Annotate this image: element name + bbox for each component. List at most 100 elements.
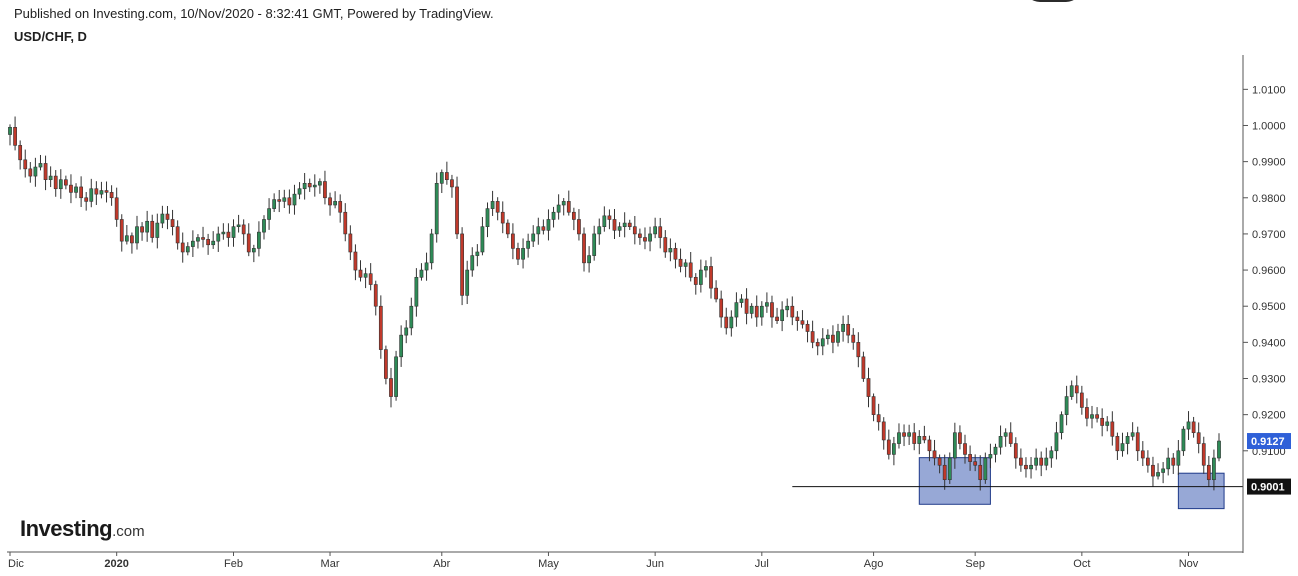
candle [739,294,744,308]
candle [74,183,78,199]
candle [480,217,485,256]
candle [1064,385,1069,426]
candle [444,161,449,185]
candle [8,124,12,146]
candle [216,226,221,252]
candle [597,218,602,245]
candle [297,182,302,200]
candle [343,203,348,242]
candle [1191,416,1196,438]
candle [892,436,896,466]
candle [1024,457,1028,478]
candle [33,157,38,187]
candle [1029,457,1033,479]
candle [643,227,647,250]
candle [571,207,576,231]
candle [968,445,972,471]
candle [1074,375,1079,404]
candle [663,230,668,258]
candle [414,268,419,317]
candle [1110,411,1115,446]
candle [262,215,266,240]
candle [582,227,586,272]
x-tick-label: Nov [1179,558,1199,570]
candle [1186,411,1191,440]
candle [983,452,988,484]
candle [267,198,271,230]
candle [958,425,962,450]
candle [130,232,134,254]
candle [759,301,764,326]
candle [307,178,312,192]
highlight-box-2 [1177,472,1225,510]
candle [698,259,703,293]
x-tick-label: Feb [224,558,243,570]
candle [724,307,729,335]
candle [1171,453,1176,474]
candle [851,328,856,350]
candle [409,297,414,336]
candle [328,192,332,216]
candle [48,166,53,188]
candle [754,295,759,327]
candle [211,231,216,249]
candle [516,242,520,266]
candle [43,155,48,191]
candle [775,307,779,324]
candle [150,214,155,243]
candle [1140,441,1145,467]
candle [404,320,409,344]
candle [277,189,282,213]
candle [1130,422,1135,441]
candle [160,205,165,229]
candle [185,242,190,256]
candle [531,225,536,248]
candle [1196,422,1201,454]
candle [1125,432,1130,455]
candle [13,116,17,151]
candle [338,194,343,223]
candle [69,174,73,204]
candle [1008,422,1013,447]
candles-layer [8,116,1221,491]
candle [561,198,566,216]
candle [937,454,942,474]
candle [653,217,658,239]
candle [841,315,845,342]
candle [1003,428,1008,447]
candle [785,298,790,318]
candle [632,215,637,245]
candle [505,219,510,239]
candle [470,247,475,277]
candle [795,311,800,331]
candle [770,295,774,328]
brand-suffix: .com [112,523,145,540]
candle [912,423,917,451]
candle [511,223,515,260]
candle [145,210,150,242]
candle [861,351,866,382]
candle [907,424,912,445]
candle [1156,463,1160,480]
candle [231,219,236,247]
candle [927,435,932,462]
candle [988,443,993,469]
x-tick-label: Oct [1073,558,1090,570]
candle [587,246,591,273]
candle [368,263,373,291]
candle [175,220,180,250]
candle [638,228,642,245]
candle [1049,446,1054,468]
candle [53,170,58,197]
candle [810,320,815,349]
candle [190,230,195,258]
svg-text:0.9127: 0.9127 [1251,436,1285,448]
candle [282,189,287,208]
candle [429,228,434,270]
candle [521,238,525,269]
candle [790,296,795,326]
candle [500,201,505,234]
candle [99,181,104,199]
candle [551,206,556,228]
